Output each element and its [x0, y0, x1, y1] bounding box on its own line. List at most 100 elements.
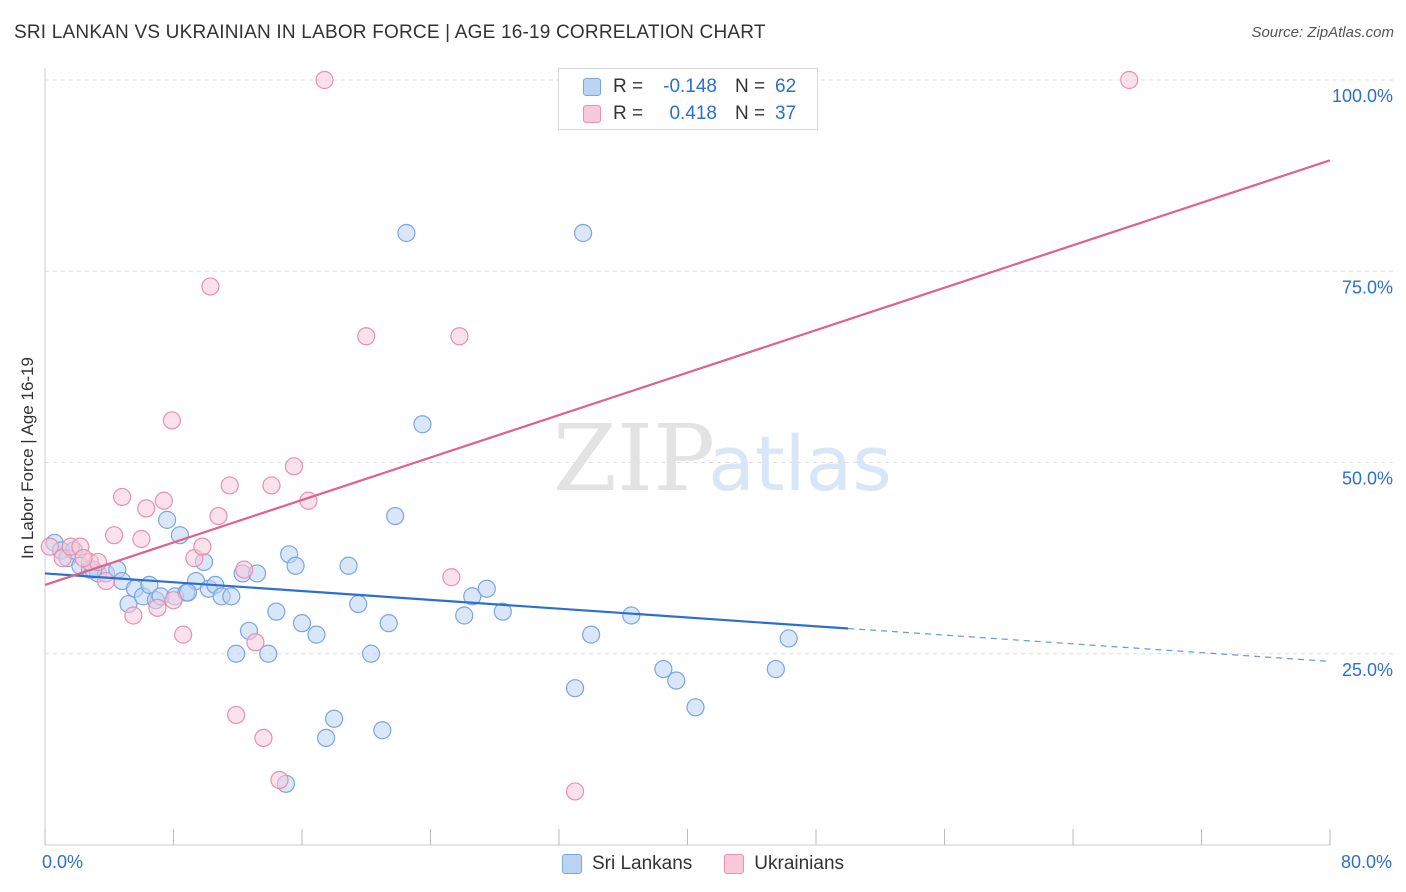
ukrainian-point [262, 476, 281, 495]
ukrainian-point [154, 491, 173, 510]
ukrainian-point [164, 591, 183, 610]
ukrainian-point [193, 537, 212, 556]
sri-lankan-point [573, 223, 593, 243]
source-note: Source: ZipAtlas.com [1251, 24, 1394, 41]
trend-lines [44, 159, 1331, 663]
ukrainian-trend-line [44, 159, 1331, 586]
x-tick-max: 80.0% [1340, 852, 1392, 872]
ukrainian-point [137, 499, 156, 518]
r-value: -0.148 [663, 76, 717, 97]
legend-swatch-pink [724, 854, 745, 874]
ukrainian-point [209, 506, 228, 526]
r-value: 0.418 [669, 103, 717, 124]
legend-row-sri-lankans: R = -0.148 N = 62 [583, 74, 796, 100]
sri-lankan-point [493, 602, 512, 621]
ukrainian-point [450, 327, 469, 346]
legend-item-ukrainians[interactable]: Ukrainians [724, 853, 844, 875]
y-tick-label: 25.0% [1342, 660, 1393, 680]
ukrainian-point [124, 606, 143, 625]
sri-lankan-point [455, 606, 474, 625]
ukrainian-point [235, 560, 254, 579]
n-value: 37 [775, 103, 797, 124]
y-tick-label: 75.0% [1342, 277, 1393, 297]
ukrainian-point [112, 487, 132, 507]
axes [44, 68, 1331, 846]
ukrainian-point [246, 633, 265, 652]
legend-label: Sri Lankans [591, 853, 693, 874]
ukrainian-point [132, 529, 151, 549]
sri-lankan-point [667, 671, 686, 690]
sri-lankan-point [463, 587, 482, 606]
ukrainian-point [162, 411, 181, 430]
sri-lankan-point [227, 644, 246, 663]
sri-lankan-point [766, 659, 785, 679]
sri-lankan-point [222, 587, 241, 606]
series-legend: Sri Lankans Ukrainians [0, 852, 1406, 876]
y-tick-label: 50.0% [1342, 469, 1393, 489]
legend-swatch-pink [583, 105, 601, 123]
chart-title: SRI LANKAN VS UKRAINIAN IN LABOR FORCE |… [14, 22, 766, 43]
sri-lankan-point [267, 602, 286, 621]
sri-lankan-point [339, 556, 358, 575]
watermark-zip: ZIP [553, 405, 715, 512]
sri-lankan-point [373, 721, 392, 740]
stats-legend: R = -0.148 N = 62 R = 0.418 N = 37 [558, 68, 818, 130]
sri-lankan-trend-extension [848, 627, 1331, 663]
ukrainian-point [148, 598, 167, 617]
y-tick-labels: 25.0% 50.0% 75.0% 100.0% [1332, 86, 1393, 680]
legend-label: Ukrainians [754, 853, 845, 874]
sri-lankan-point [654, 659, 673, 679]
sri-lankan-point [779, 629, 798, 648]
ukrainian-point [1120, 70, 1139, 90]
ukrainian-point [315, 70, 334, 90]
x-tick-min: 0.0% [42, 852, 84, 872]
sri-lankan-point [565, 679, 585, 698]
ukrainian-point [227, 705, 246, 725]
sri-lankan-point [349, 594, 368, 614]
legend-swatch-blue [561, 854, 582, 874]
ukrainian-point [254, 728, 273, 748]
sri-lankan-point [292, 614, 312, 633]
sri-lankan-point [397, 223, 416, 243]
ukrainian-point [270, 770, 289, 790]
ukrainian-point [284, 457, 304, 476]
n-label: N = [735, 76, 766, 97]
n-value: 62 [775, 76, 797, 97]
ukrainian-point [74, 549, 93, 568]
ukrainian-point [357, 327, 376, 346]
sri-lankan-point [316, 728, 336, 748]
legend-item-sri-lankans[interactable]: Sri Lankans [561, 853, 693, 875]
r-label: R = [613, 76, 644, 97]
sri-lankan-point [582, 625, 601, 644]
sri-lankan-point [286, 556, 305, 575]
sri-lankan-point [361, 644, 381, 663]
sri-lankan-point [259, 644, 278, 663]
data-points [40, 70, 1139, 801]
sri-lankan-point [477, 579, 496, 598]
sri-lankan-point [622, 606, 641, 625]
legend-swatch-blue [583, 78, 601, 96]
ukrainian-point [40, 537, 59, 556]
sri-lankan-point [379, 614, 398, 633]
ukrainian-point [96, 571, 116, 591]
y-tick-label: 100.0% [1332, 86, 1393, 106]
r-label: R = [613, 103, 644, 124]
sri-lankan-point [413, 415, 432, 434]
watermark-atlas: atlas [708, 419, 892, 508]
watermark: ZIP atlas [553, 405, 892, 512]
sri-lankan-point [686, 698, 705, 717]
ukrainian-point [220, 476, 239, 495]
sri-lankan-trend-line [44, 572, 849, 630]
sri-lankan-point [157, 510, 177, 529]
ukrainian-point [442, 568, 461, 587]
ukrainian-point [565, 782, 585, 801]
ukrainian-point [104, 526, 124, 545]
sri-lankan-point [307, 625, 326, 644]
sri-lankan-point [386, 506, 405, 526]
ukrainian-point [174, 625, 193, 644]
ukrainian-point [201, 277, 220, 296]
n-label: N = [735, 103, 766, 124]
sri-lankan-point [325, 709, 344, 728]
legend-row-ukrainians: R = 0.418 N = 37 [583, 101, 796, 127]
